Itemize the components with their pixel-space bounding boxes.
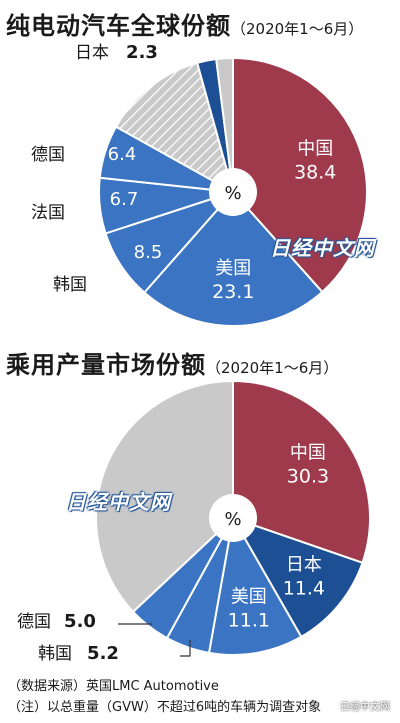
slice-value: 38.4 bbox=[294, 162, 336, 184]
slice-value: 2.3 bbox=[126, 42, 158, 63]
pie-slice-美国 bbox=[207, 515, 303, 656]
pie-center-hole bbox=[209, 494, 257, 542]
slice-value: 5.0 bbox=[64, 611, 96, 632]
slice-value: 5.2 bbox=[87, 643, 119, 664]
chart2-period: （2020年1～6月） bbox=[206, 359, 339, 377]
unit-label: % bbox=[224, 183, 241, 204]
slice-name: 韩国 bbox=[53, 275, 87, 295]
pie-slice-other-5 bbox=[95, 379, 234, 614]
pie-slice-other-5 bbox=[114, 61, 235, 195]
slice-value: 11.1 bbox=[228, 610, 270, 632]
watermark-1: 日经中文网 bbox=[270, 236, 375, 260]
slice-name: 中国 bbox=[290, 443, 326, 464]
remark-note: （注）以总重量（GVW）不超过6吨的车辆为调查对象 bbox=[8, 700, 322, 715]
chart1-title: 纯电动汽车全球份额（2020年1～6月） bbox=[6, 6, 363, 41]
slice-name: 德国 bbox=[31, 145, 65, 165]
footnotes: （数据来源）英国LMC Automotive （注）以总重量（GVW）不超过6吨… bbox=[8, 676, 321, 718]
slice-name: 美国 bbox=[215, 258, 251, 279]
slice-value: 6.4 bbox=[108, 144, 137, 165]
slice-name: 德国 bbox=[17, 612, 51, 632]
slice-value: 8.5 bbox=[134, 242, 163, 263]
leader-line bbox=[180, 640, 191, 657]
slice-value: 6.7 bbox=[110, 189, 139, 210]
slice-value: 11.4 bbox=[283, 578, 325, 600]
corner-watermark: 日经中文网 bbox=[340, 702, 390, 713]
slice-name: 韩国 bbox=[38, 644, 72, 664]
pie-slice-中国 bbox=[232, 56, 368, 294]
source-note: （数据来源）英国LMC Automotive bbox=[8, 679, 219, 694]
chart1-title-text: 纯电动汽车全球份额 bbox=[6, 12, 231, 40]
watermark-2: 日经中文网 bbox=[66, 490, 171, 514]
slice-name: 美国 bbox=[231, 587, 267, 608]
chart2-title: 乘用产量市场份额（2020年1～6月） bbox=[6, 345, 338, 380]
slice-value: 23.1 bbox=[212, 281, 254, 303]
slice-name: 日本 bbox=[286, 555, 322, 576]
slice-name: 中国 bbox=[297, 139, 333, 160]
pie-slice-日本 bbox=[230, 516, 364, 639]
chart1-period: （2020年1～6月） bbox=[231, 20, 364, 38]
pie-slice-中国 bbox=[232, 379, 371, 565]
pie-center-hole bbox=[209, 168, 257, 216]
slice-value: 30.3 bbox=[287, 466, 329, 488]
pie-slice-other-7 bbox=[215, 56, 234, 193]
slice-name: 法国 bbox=[31, 203, 65, 223]
unit-label: % bbox=[224, 509, 241, 530]
slice-name: 日本 bbox=[75, 43, 109, 63]
chart2-title-text: 乘用产量市场份额 bbox=[6, 351, 206, 379]
pie-slice-美国 bbox=[142, 190, 324, 327]
